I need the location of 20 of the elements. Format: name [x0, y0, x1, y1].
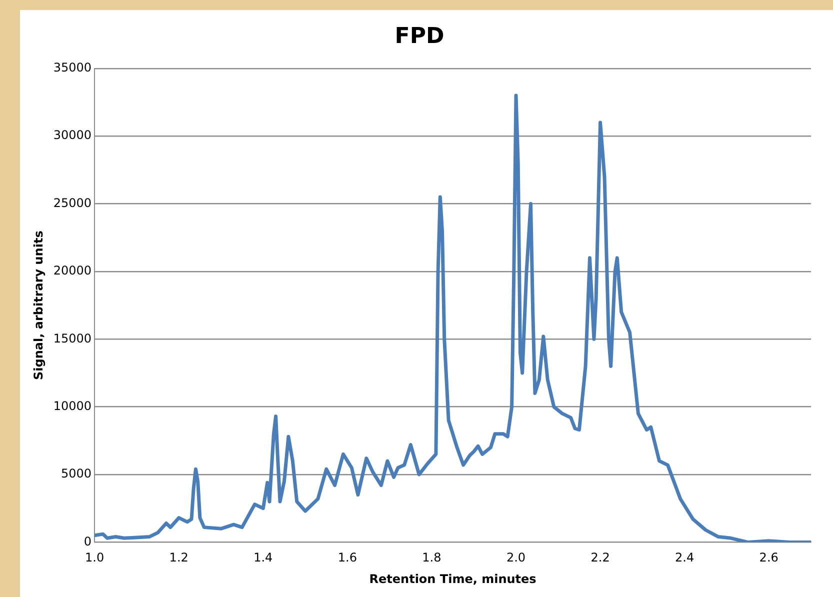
- chart-title: FPD: [394, 24, 444, 49]
- x-tick-label: 2.2: [590, 550, 610, 565]
- y-tick-label: 10000: [53, 398, 92, 413]
- x-axis-title: Retention Time, minutes: [369, 572, 536, 586]
- y-tick-label: 20000: [53, 264, 92, 278]
- y-tick-label: 30000: [53, 128, 92, 142]
- x-tick-label: 1.6: [338, 550, 357, 565]
- x-tick-label: 2.6: [759, 550, 778, 565]
- x-tick-label: 1.8: [422, 550, 442, 565]
- y-tick-label: 5000: [61, 466, 92, 481]
- y-tick-label: 35000: [53, 60, 92, 75]
- y-tick-label: 0: [84, 534, 92, 548]
- x-tick-label: 2.0: [506, 550, 526, 565]
- y-tick-label: 15000: [53, 331, 92, 346]
- x-tick-label: 1.4: [254, 550, 273, 565]
- x-tick-label: 2.4: [675, 550, 694, 565]
- x-tick-label: 1.2: [169, 550, 188, 565]
- x-tick-label: 1.0: [85, 550, 104, 565]
- y-axis-title: Signal, arbitrary units: [31, 230, 46, 380]
- y-tick-label: 25000: [53, 196, 92, 210]
